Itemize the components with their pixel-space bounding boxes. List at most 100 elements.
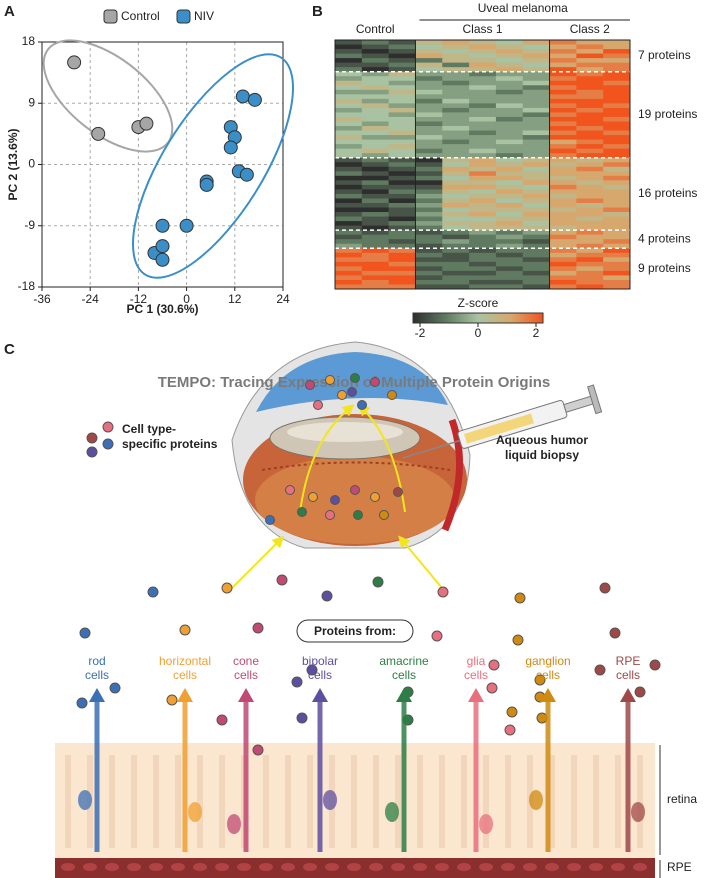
heatmap-cell bbox=[335, 225, 363, 231]
protein-dot bbox=[353, 510, 363, 520]
heatmap-cell bbox=[361, 40, 390, 45]
heatmap-cell bbox=[576, 157, 604, 163]
heatmap-cell bbox=[469, 62, 497, 68]
heatmap-cell bbox=[603, 284, 631, 290]
heatmap-cell bbox=[469, 216, 497, 222]
heatmap-cell bbox=[388, 166, 416, 172]
heatmap-cell bbox=[522, 144, 550, 150]
heatmap-cell bbox=[603, 103, 631, 109]
data-point bbox=[91, 126, 106, 141]
heatmap-cell bbox=[469, 58, 497, 64]
heatmap-cell bbox=[469, 175, 497, 181]
protein-dot bbox=[306, 664, 318, 676]
heatmap-cell bbox=[388, 144, 416, 150]
cell-arrowhead bbox=[89, 688, 105, 702]
heatmap-cell bbox=[603, 252, 631, 258]
rpe-cell bbox=[589, 863, 603, 871]
rpe-cell bbox=[259, 863, 273, 871]
protein-dot bbox=[372, 576, 384, 588]
heatmap-cell bbox=[576, 202, 604, 208]
protein-dot bbox=[437, 586, 449, 598]
heatmap-cell bbox=[469, 180, 497, 186]
cell-label: cells bbox=[308, 668, 332, 682]
heatmap-cell bbox=[603, 89, 631, 95]
heatmap-cell bbox=[388, 171, 416, 177]
cell-body bbox=[529, 790, 543, 810]
heatmap-cell bbox=[522, 266, 550, 272]
heatmap-cell bbox=[549, 252, 577, 258]
biopsy-text: liquid biopsy bbox=[505, 448, 579, 462]
heatmap-cell bbox=[388, 58, 416, 64]
cell-label: glia bbox=[467, 654, 486, 668]
heatmap-cell bbox=[335, 94, 363, 100]
heatmap-cell bbox=[361, 239, 390, 245]
group-header: Uveal melanoma bbox=[478, 1, 568, 15]
heatmap-cell bbox=[415, 94, 443, 100]
heatmap-cell bbox=[576, 130, 604, 136]
heatmap-cell bbox=[388, 49, 416, 54]
heatmap-cell bbox=[469, 116, 497, 122]
heatmap-cell bbox=[442, 94, 470, 100]
heatmap-cell bbox=[522, 252, 550, 258]
heatmap-cell bbox=[549, 107, 577, 113]
heatmap-cell bbox=[549, 130, 577, 136]
heatmap-cell bbox=[442, 275, 470, 281]
heatmap-cell bbox=[603, 257, 631, 263]
heatmap-cell bbox=[576, 107, 604, 113]
heatmap-cell bbox=[415, 279, 443, 285]
heatmap-cell bbox=[335, 139, 363, 145]
heatmap-cell bbox=[388, 193, 416, 199]
heatmap-cell bbox=[442, 157, 470, 163]
panel-label: A bbox=[4, 3, 15, 20]
heatmap-cell bbox=[335, 144, 363, 150]
row-group-label: 4 proteins bbox=[638, 231, 691, 245]
heatmap-cell bbox=[388, 153, 416, 159]
heatmap-cell bbox=[388, 126, 416, 131]
heatmap-cell bbox=[522, 225, 550, 231]
heatmap-cell bbox=[335, 230, 363, 236]
heatmap-cell bbox=[549, 71, 577, 77]
heatmap-cell bbox=[469, 126, 497, 131]
heatmap-cell bbox=[442, 248, 470, 254]
heatmap-cell bbox=[361, 270, 390, 276]
heatmap-cell bbox=[522, 116, 550, 122]
heatmap-cell bbox=[549, 58, 577, 64]
heatmap-cell bbox=[549, 135, 577, 140]
heatmap-cell bbox=[576, 257, 604, 263]
heatmap-cell bbox=[361, 89, 390, 95]
heatmap-cell bbox=[576, 162, 604, 168]
heatmap-cell bbox=[335, 171, 363, 177]
protein-dot bbox=[285, 485, 295, 495]
heatmap-cell bbox=[603, 162, 631, 168]
proteins-from: Proteins from: bbox=[314, 624, 396, 638]
heatmap-cell bbox=[388, 275, 416, 281]
protein-dot bbox=[431, 630, 443, 642]
heatmap-cell bbox=[576, 275, 604, 281]
heatmap-cell bbox=[495, 252, 524, 258]
protein-dot bbox=[109, 682, 121, 694]
heatmap-cell bbox=[495, 67, 524, 73]
cell-body bbox=[323, 790, 337, 810]
heatmap-cell bbox=[415, 62, 443, 68]
protein-dot bbox=[634, 686, 646, 698]
heatmap-cell bbox=[335, 270, 363, 276]
rpe-cell bbox=[61, 863, 75, 871]
heatmap-cell bbox=[522, 279, 550, 285]
heatmap-cell bbox=[469, 139, 497, 145]
heatmap-cell bbox=[361, 130, 390, 136]
heatmap-cell bbox=[469, 212, 497, 217]
heatmap-cell bbox=[576, 180, 604, 186]
heatmap-cell bbox=[335, 239, 363, 245]
heatmap-cell bbox=[522, 257, 550, 263]
rpe-cell bbox=[523, 863, 537, 871]
heatmap-cell bbox=[442, 180, 470, 186]
protein-dot bbox=[102, 421, 114, 433]
heatmap-cell bbox=[603, 67, 631, 73]
heatmap-cell bbox=[522, 94, 550, 100]
heatmap-cell bbox=[388, 89, 416, 95]
heatmap-cell bbox=[335, 180, 363, 186]
rpe-cell bbox=[303, 863, 317, 871]
heatmap-cell bbox=[469, 121, 497, 127]
row-group-label: 19 proteins bbox=[638, 107, 697, 121]
rpe-cell bbox=[325, 863, 339, 871]
